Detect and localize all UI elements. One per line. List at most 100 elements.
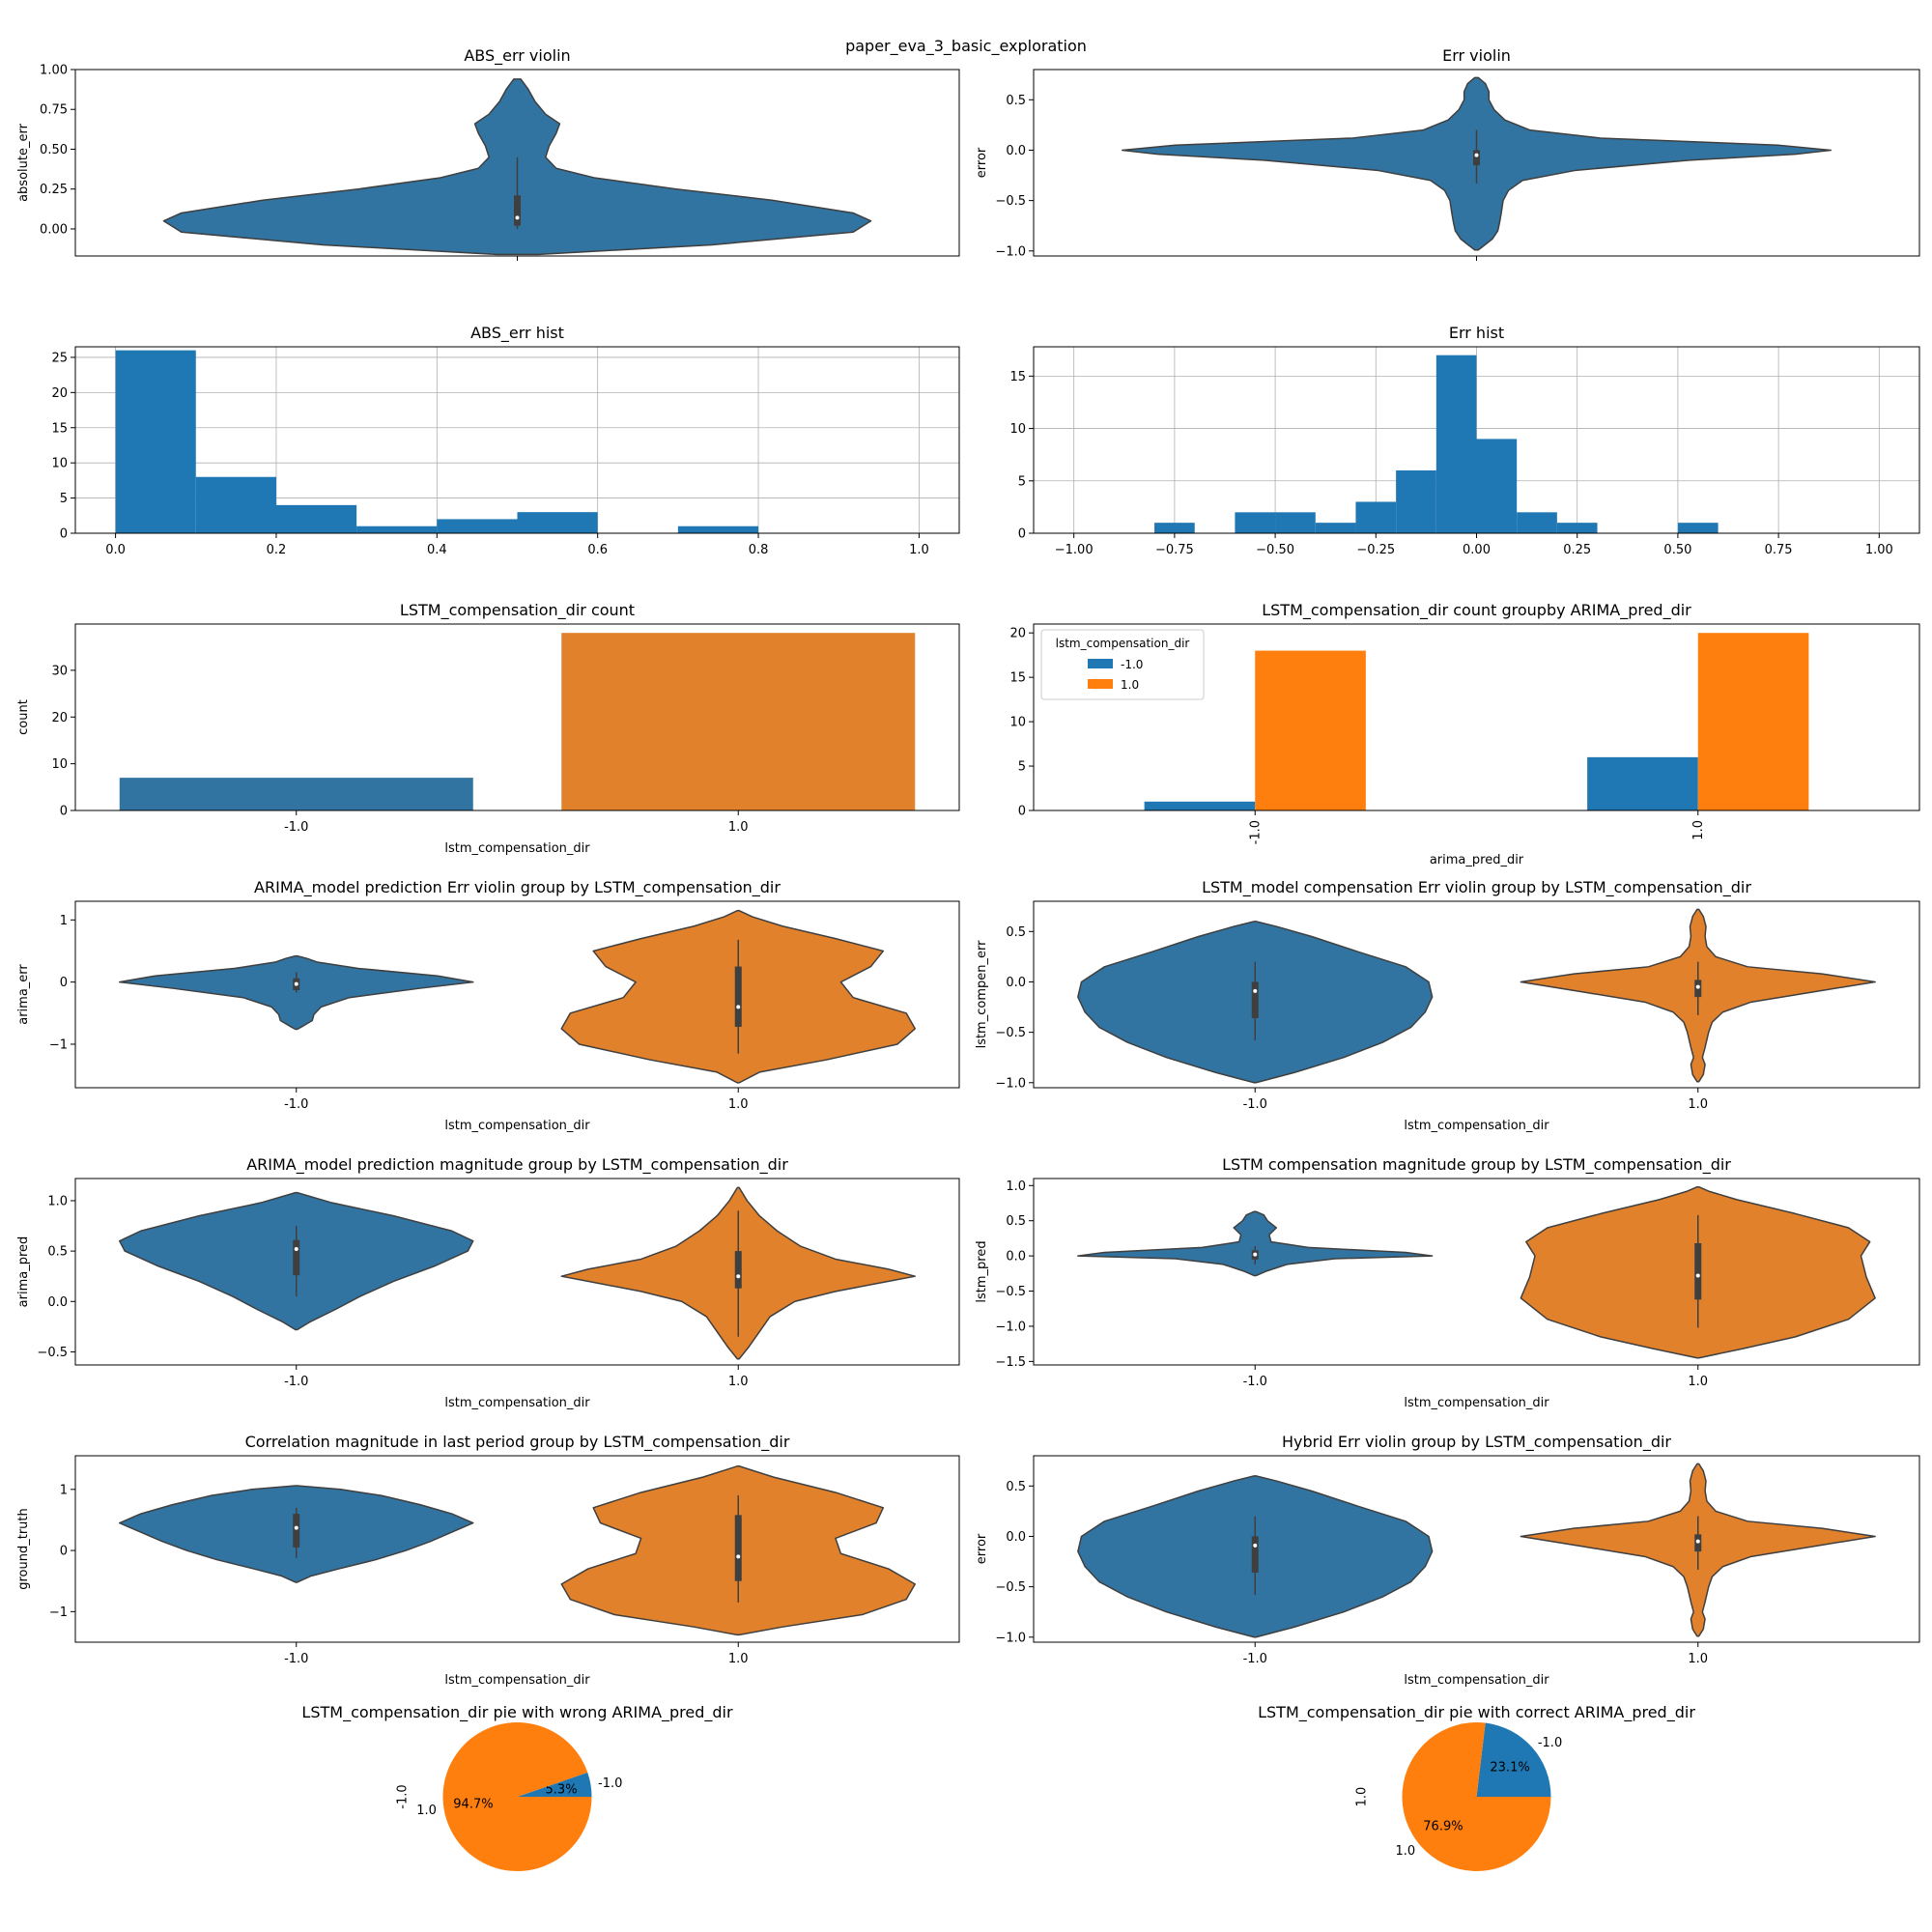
x-tick-label: 1.0 <box>728 820 749 835</box>
pie-ylabel: -1.0 <box>396 1784 411 1808</box>
y-tick-label: 0.5 <box>1006 1480 1026 1494</box>
chart-ground_truth_violin: −1 0 1 -1.0 1.0 Correlation magnitude in last… <box>16 1433 960 1688</box>
legend-swatch <box>1088 679 1113 689</box>
hist-bar <box>677 526 759 533</box>
bar <box>1144 801 1256 810</box>
y-tick-label: −1.0 <box>995 1076 1026 1091</box>
y-tick-label: 0.0 <box>47 1295 68 1310</box>
chart-title: LSTM_compensation_dir pie with correct A… <box>1258 1703 1695 1722</box>
hist-bar <box>356 526 438 533</box>
chart-lstm_pred_violin: −1.5 −1.0 −0.5 0.0 0.5 1.0 -1.0 1.0 LSTM compens… <box>975 1155 1920 1410</box>
y-tick-label: 25 <box>51 351 68 365</box>
legend-label: -1.0 <box>1121 658 1143 671</box>
pie-label: -1.0 <box>1538 1736 1562 1750</box>
bar <box>1587 756 1698 810</box>
x-axis-label: lstm_compensation_dir <box>1404 1673 1549 1688</box>
x-tick-label: 1.0 <box>1688 1097 1708 1112</box>
violin-median <box>1253 988 1258 993</box>
pie-pct-label: 94.7% <box>453 1798 493 1812</box>
pie-label: 1.0 <box>1395 1844 1415 1859</box>
y-axis-label: lstm_pred <box>975 1240 989 1302</box>
pie-pct-label: 76.9% <box>1423 1820 1463 1834</box>
x-axis-label: lstm_compensation_dir <box>1404 1119 1549 1133</box>
axes-frame <box>74 69 960 257</box>
y-tick-label: 0 <box>1018 805 1026 819</box>
violin-box <box>734 1251 742 1289</box>
y-tick-label: 1.00 <box>40 64 68 78</box>
axes-frame <box>74 900 960 1089</box>
x-tick-label: 1.0 <box>1688 1652 1708 1666</box>
y-tick-label: −1.5 <box>995 1355 1026 1370</box>
chart-title: ABS_err hist <box>470 324 564 343</box>
pie-slice <box>1402 1722 1551 1871</box>
hist-bar <box>1315 523 1356 533</box>
y-tick-label: −0.5 <box>995 1580 1026 1595</box>
axes-frame <box>74 346 960 534</box>
chart-title: LSTM_compensation_dir count groupby ARIM… <box>1262 601 1691 620</box>
y-tick-label: 1 <box>60 1483 68 1497</box>
chart-err_hist: −1.00 −0.75 −0.50 −0.25 0.00 0.25 0.50 0.75 1.00… <box>1009 324 1920 557</box>
y-tick-label: −1 <box>49 1605 68 1620</box>
x-tick-label: 0.0 <box>105 543 126 557</box>
y-axis-label: ground_truth <box>16 1508 31 1590</box>
x-tick-label: -1.0 <box>284 1652 308 1666</box>
chart-title: ARIMA_model prediction magnitude group b… <box>246 1155 788 1175</box>
y-tick-label: 0.5 <box>1006 1214 1026 1229</box>
x-tick-label: −1.00 <box>1055 543 1094 557</box>
y-axis-label: lstm_compen_err <box>975 940 989 1049</box>
y-tick-label: 10 <box>51 757 68 772</box>
violin-median <box>294 1247 298 1252</box>
chart-pie_wrong: LSTM_compensation_dir pie with wrong ARI… <box>301 1703 733 1872</box>
violin-median <box>1253 1543 1258 1548</box>
chart-lstm_compen_err_violin: −1.0 −0.5 0.0 0.5 -1.0 1.0 LSTM_model compensa… <box>975 878 1920 1133</box>
legend-box <box>1040 629 1205 700</box>
y-tick-label: 5 <box>1018 760 1026 775</box>
violin-median <box>736 1554 741 1559</box>
y-tick-label: 0.0 <box>1006 976 1026 990</box>
x-tick-label: −0.75 <box>1155 543 1194 557</box>
x-tick-label: 0.25 <box>1563 543 1591 557</box>
pie-pct-label: 23.1% <box>1490 1760 1529 1775</box>
chart-abs_err_hist: 0.0 0.2 0.4 0.6 0.8 1.0 0 5 10 15 20 25 ABS_err hist <box>51 324 960 557</box>
y-tick-label: 0.0 <box>1006 1250 1026 1264</box>
y-tick-label: −0.5 <box>37 1346 68 1360</box>
chart-title: Hybrid Err violin group by LSTM_compensa… <box>1282 1433 1671 1452</box>
y-tick-label: −0.5 <box>995 194 1026 209</box>
hist-bar <box>1476 439 1518 533</box>
y-tick-label: 5 <box>60 492 68 506</box>
x-tick-label: 1.0 <box>1688 1375 1708 1389</box>
violin-median <box>736 1274 741 1279</box>
y-tick-label: 20 <box>51 386 68 401</box>
y-tick-label: 20 <box>51 711 68 725</box>
legend-title: lstm_compensation_dir <box>1056 637 1190 650</box>
x-tick-label: 0.00 <box>1463 543 1491 557</box>
y-tick-label: −1 <box>49 1037 68 1052</box>
x-tick-label: 1.0 <box>728 1097 749 1112</box>
hist-bar <box>1517 512 1557 533</box>
axes-frame <box>1033 1178 1920 1366</box>
violin-box <box>293 1239 300 1276</box>
pie-label: -1.0 <box>598 1776 622 1791</box>
y-axis-label: absolute_err <box>16 123 31 202</box>
violin-median <box>1474 153 1479 157</box>
axes-frame <box>1033 346 1920 534</box>
hist-bar <box>1677 523 1719 533</box>
y-axis-label: error <box>975 1533 989 1564</box>
y-tick-label: 1 <box>60 914 68 928</box>
x-tick-label: 1.0 <box>1691 820 1706 840</box>
x-tick-label: -1.0 <box>1248 820 1263 844</box>
x-tick-label: 0.50 <box>1663 543 1691 557</box>
pie-ylabel: 1.0 <box>1355 1787 1370 1807</box>
y-tick-label: 10 <box>1009 716 1026 730</box>
chart-title: LSTM_compensation_dir count <box>400 601 635 620</box>
x-axis-label: lstm_compensation_dir <box>444 1396 590 1410</box>
bar <box>1697 633 1809 810</box>
hist-bar <box>275 504 357 533</box>
y-tick-label: −1.0 <box>995 1320 1026 1334</box>
chart-title: Err hist <box>1449 324 1504 342</box>
y-axis-label: arima_err <box>16 964 31 1025</box>
y-tick-label: 0 <box>60 1545 68 1559</box>
hist-bar <box>1235 512 1276 533</box>
violin-box <box>1473 150 1480 166</box>
